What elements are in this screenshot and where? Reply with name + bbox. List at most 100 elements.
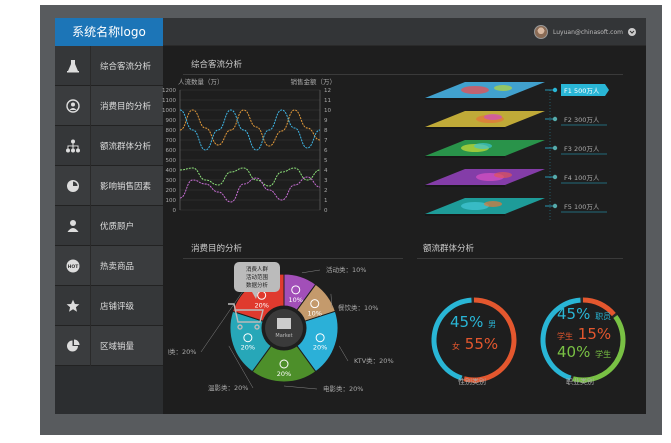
- sidebar-item-label: 额流群体分析: [100, 141, 152, 152]
- slice-percent: 10%: [289, 296, 303, 304]
- slice-label: 温影类：20%: [208, 383, 248, 392]
- leader-dot: [552, 203, 558, 209]
- pie-chart-icon: [55, 325, 91, 366]
- user-circle-icon: [55, 85, 91, 126]
- sidebar-item-label: 消费目的分析: [100, 101, 152, 112]
- gauge-occupation: [540, 297, 626, 383]
- student-label: 学生: [557, 332, 573, 341]
- y-tick-label: 800: [166, 128, 177, 134]
- header-bar: 系统名称logo Luyuan@chinasoft.com: [55, 18, 646, 46]
- leader-dot: [552, 116, 558, 122]
- leader-dot: [552, 87, 558, 93]
- sidebar-item-region[interactable]: 区域销量: [55, 325, 163, 366]
- bag-icon: [243, 333, 253, 343]
- svg-text:HOT: HOT: [67, 264, 79, 270]
- sidebar-item-vip[interactable]: 优质顾户: [55, 205, 163, 246]
- floor-layer-3: F3 200万人: [425, 140, 607, 158]
- fork-knife-icon: [310, 299, 320, 309]
- y2-tick-label: 10: [324, 108, 331, 114]
- avatar[interactable]: [534, 25, 548, 39]
- sidebar-item-hot[interactable]: HOT 热卖商品: [55, 245, 163, 286]
- series-line-2: [179, 167, 321, 187]
- callout-text: 活动范围: [246, 273, 269, 281]
- star-icon: [55, 285, 91, 326]
- heat-blob: [461, 86, 489, 94]
- headphones-icon: [291, 285, 301, 295]
- gauge-gender-male: 45% 男: [450, 313, 496, 331]
- y-tick-label: 200: [166, 188, 177, 194]
- pie-chart: 10% 活动类：10% 10% 餐饮类：10% 20% KTV类：20% 20% 电影类：20…: [168, 262, 394, 393]
- layer-edge: [425, 156, 505, 158]
- y2-tick-label: 8: [324, 128, 328, 134]
- slice-percent: 20%: [277, 370, 291, 378]
- gauge-occupation-staff: 45% 职员: [557, 305, 611, 323]
- cart-icon: [228, 303, 264, 330]
- y2-tick-label: 9: [324, 118, 328, 124]
- callout-tail: [252, 292, 258, 299]
- y-tick-label: 900: [166, 118, 177, 124]
- series-line-0: [179, 109, 321, 147]
- user-menu[interactable]: Luyuan@chinasoft.com: [534, 24, 636, 40]
- y2-tick-label: 4: [324, 168, 328, 174]
- gauge-occupation-student-b: 40% 学生: [557, 343, 611, 361]
- y-tick-label: 1200: [162, 88, 176, 94]
- floor-layer-5: F5 100万人: [425, 198, 607, 216]
- y-tick-label: 0: [173, 208, 177, 214]
- panel-title-purpose: 消费目的分析: [191, 244, 243, 254]
- gauge-caption: 职业类别: [566, 378, 594, 386]
- panel-title-groups: 额流群体分析: [423, 244, 475, 254]
- series-line-3: [179, 176, 321, 203]
- slice-percent: 20%: [241, 344, 255, 352]
- panel-title-overview: 综合客流分析: [191, 60, 243, 70]
- floor-layer-1: F1 500万人: [425, 82, 609, 100]
- gauge-caption: 性别类别: [458, 378, 486, 386]
- leader-line: [330, 293, 333, 309]
- layer-edge: [425, 127, 505, 129]
- sidebar-item-rating[interactable]: 店铺评级: [55, 285, 163, 326]
- slice-label: 电影类：20%: [323, 384, 363, 393]
- heat-blob: [461, 202, 489, 210]
- callout-text: 数据分析: [246, 281, 269, 289]
- pie-center-label: Market: [275, 333, 292, 339]
- chevron-down-icon[interactable]: [628, 28, 636, 36]
- floor-label: F4 100万人: [564, 174, 600, 182]
- female-percent: 55%: [464, 335, 499, 353]
- floor-layer-2: F2 300万人: [425, 111, 607, 129]
- hot-badge-icon: HOT: [55, 245, 91, 286]
- heat-blob: [494, 172, 512, 178]
- sidebar-item-purpose[interactable]: 消费目的分析: [55, 85, 163, 126]
- slice-percent: 20%: [313, 344, 327, 352]
- y2-tick-label: 5: [324, 158, 328, 164]
- floor-label: F3 200万人: [564, 145, 600, 153]
- y2-axis-label: 销售金额（万）: [291, 77, 337, 86]
- slice-label: 餐饮类：10%: [338, 303, 378, 312]
- y-tick-label: 100: [166, 198, 177, 204]
- sidebar-item-overview[interactable]: 综合客流分析: [55, 45, 163, 86]
- y2-tick-label: 12: [324, 88, 331, 94]
- y2-tick-label: 3: [324, 178, 328, 184]
- slice-percent: 20%: [254, 301, 268, 309]
- heat-blob: [494, 85, 512, 91]
- series-line-1: [179, 109, 321, 151]
- sidebar-item-factors[interactable]: 影响销售因素: [55, 165, 163, 206]
- leader-line: [228, 345, 254, 389]
- y2-tick-label: 7: [324, 138, 328, 144]
- pie-badge-icon: [55, 165, 91, 206]
- sidebar: 综合客流分析 消费目的分析 额流群体分析 影响销售因素 优质顾户: [55, 45, 163, 414]
- y-tick-label: 700: [166, 138, 177, 144]
- user-icon: [55, 205, 91, 246]
- app-logo[interactable]: 系统名称logo: [55, 18, 163, 46]
- heat-blob: [474, 143, 492, 149]
- sidebar-item-groups[interactable]: 额流群体分析: [55, 125, 163, 166]
- y2-tick-label: 2: [324, 188, 328, 194]
- layer-edge: [425, 214, 505, 216]
- y-tick-label: 300: [166, 178, 177, 184]
- leader-line: [200, 280, 251, 353]
- sidebar-item-label: 区域销量: [100, 341, 135, 352]
- slice-label: KTV类：20%: [354, 356, 394, 365]
- network-icon: [55, 125, 91, 166]
- divider: [183, 258, 403, 259]
- divider: [417, 258, 623, 259]
- male-label: 男: [488, 320, 497, 329]
- gauge-occupation-student-a: 学生 15%: [557, 325, 611, 343]
